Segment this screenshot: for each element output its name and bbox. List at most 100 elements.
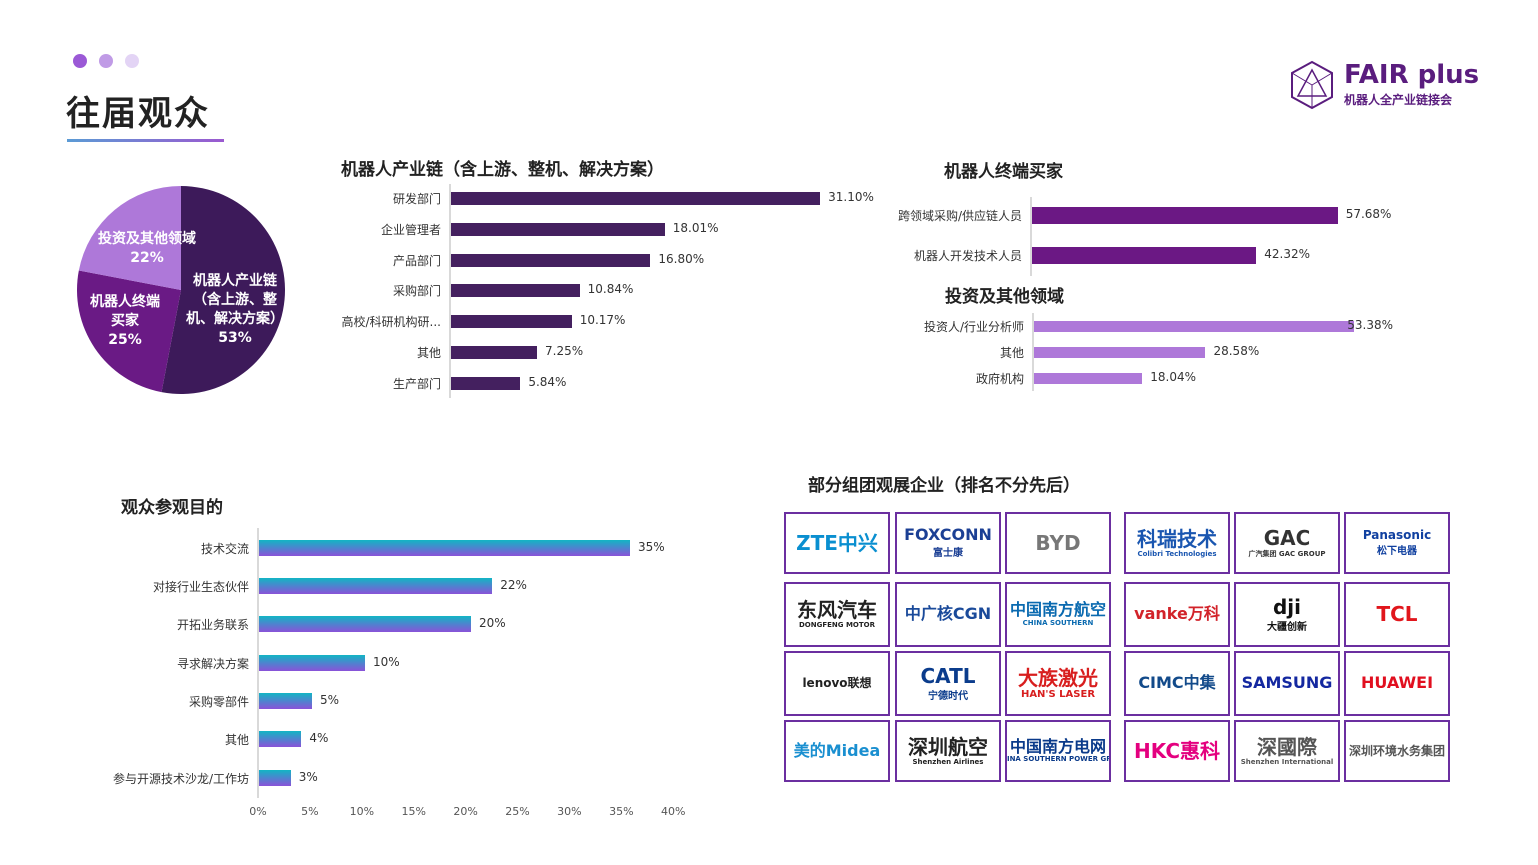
company-name: 科瑞技术 — [1137, 526, 1217, 551]
purpose-x-tick: 20% — [453, 805, 478, 818]
purpose-category-label: 寻求解决方案 — [176, 657, 249, 671]
chain-category-label: 生产部门 — [392, 377, 441, 391]
purpose-bar — [259, 693, 312, 709]
company-subname: HAN'S LASER — [1020, 688, 1096, 700]
purpose-value-label: 5% — [320, 693, 340, 707]
company-name: 大族激光 — [1018, 665, 1098, 690]
purpose-bar — [259, 578, 493, 594]
invest-axis — [1032, 313, 1034, 391]
invest-value-label: 53.38% — [1347, 318, 1394, 332]
invest-value-label: 28.58% — [1213, 344, 1260, 358]
purpose-category-label: 对接行业生态伙伴 — [152, 580, 249, 594]
chain-value-label: 5.84% — [528, 375, 567, 389]
decor-dot-1 — [73, 54, 87, 68]
company-name: lenovo联想 — [802, 676, 872, 691]
buyer-chart-title: 机器人终端买家 — [944, 162, 1063, 182]
chain-value-label: 10.84% — [587, 282, 634, 296]
purpose-value-label: 3% — [298, 770, 318, 784]
purpose-category-label: 其他 — [224, 733, 249, 747]
invest-bar — [1034, 320, 1355, 332]
company-name: vanke万科 — [1134, 604, 1220, 624]
company-subname: 宁德时代 — [928, 690, 968, 702]
invest-bar — [1034, 346, 1206, 358]
companies-title: 部分组团观展企业（排名不分先后） — [808, 476, 1080, 496]
pie-label-value: 25% — [108, 332, 142, 348]
purpose-bar — [259, 770, 291, 786]
purpose-bar — [259, 655, 365, 671]
company-name: 深圳环境水务集团 — [1348, 743, 1445, 758]
company-name: SAMSUNG — [1241, 673, 1333, 693]
brand-name: FAIR plus — [1344, 60, 1480, 90]
company-name: 中广核CGN — [904, 604, 992, 624]
pie-slice-label: 投资及其他领域 22% — [98, 230, 196, 268]
invest-value-label: 18.04% — [1150, 370, 1196, 384]
company-logo: Panasonic 松下电器 — [1344, 512, 1450, 574]
company-logo: 中广核CGN — [895, 582, 1001, 647]
invest-category-label: 政府机构 — [975, 372, 1024, 386]
company-name: BYD — [1035, 530, 1081, 555]
company-name: 东风汽车 — [797, 598, 877, 622]
company-logo: dji 大疆创新 — [1234, 582, 1340, 647]
invest-chart-title: 投资及其他领域 — [945, 287, 1064, 307]
purpose-bar — [259, 731, 302, 747]
company-logo: 深圳航空 Shenzhen Airlines — [895, 720, 1001, 782]
purpose-x-tick: 15% — [401, 805, 426, 818]
buyer-value-label: 57.68% — [1345, 207, 1392, 221]
company-logo: vanke万科 — [1124, 582, 1230, 647]
company-subname: 富士康 — [933, 547, 963, 559]
purpose-x-tick: 30% — [557, 805, 582, 818]
brand-logo — [1289, 60, 1335, 114]
company-logo: 中国南方电网CHINA SOUTHERN POWER GRID — [1005, 720, 1111, 782]
pie-slice-label: 机器人产业链 （含上游、整 机、解决方案） 53% — [186, 272, 284, 348]
chain-chart-title: 机器人产业链（含上游、整机、解决方案） — [341, 160, 664, 180]
buyer-value-label: 42.32% — [1264, 247, 1311, 261]
purpose-value-label: 20% — [479, 616, 506, 630]
company-name: HUAWEI — [1360, 673, 1434, 693]
decor-dot-2 — [99, 54, 113, 68]
company-logo: HKC惠科 — [1124, 720, 1230, 782]
purpose-x-tick: 0% — [249, 805, 267, 818]
chain-bar — [451, 345, 538, 359]
purpose-bar — [259, 616, 471, 632]
decor-dot-3 — [125, 54, 139, 68]
company-logo: 科瑞技术 Colibri Technologies — [1124, 512, 1230, 574]
chain-category-label: 企业管理者 — [380, 223, 441, 237]
buyer-bar — [1032, 246, 1257, 264]
chain-bar — [451, 253, 651, 267]
chain-bar — [451, 222, 665, 236]
chain-bar — [451, 376, 521, 390]
chain-category-label: 产品部门 — [392, 254, 441, 268]
brand-subtitle: 机器人全产业链接会 — [1344, 93, 1453, 107]
company-name: HKC惠科 — [1133, 738, 1220, 763]
company-logo: 美的Midea — [784, 720, 890, 782]
company-subname: 松下电器 — [1377, 545, 1417, 557]
company-logo: BYD — [1005, 512, 1111, 574]
chain-axis — [449, 184, 451, 398]
pie-label-value: 53% — [218, 330, 252, 346]
audience-pie-chart — [76, 186, 286, 394]
pie-slice-label: 机器人终端 买家 25% — [90, 293, 160, 350]
company-name: GAC — [1263, 525, 1311, 550]
company-subname: DONGFENG MOTOR — [798, 621, 875, 629]
brand-logo-icon — [1291, 60, 1333, 110]
company-name: CIMC中集 — [1138, 673, 1216, 693]
pie-label-value: 22% — [130, 250, 164, 266]
purpose-category-label: 技术交流 — [200, 542, 249, 556]
purpose-category-label: 开拓业务联系 — [176, 618, 249, 632]
purpose-x-tick: 10% — [349, 805, 375, 818]
chain-value-label: 31.10% — [828, 190, 874, 204]
pie-label-line: 买家 — [111, 313, 139, 329]
invest-category-label: 投资人/行业分析师 — [923, 320, 1024, 334]
page-title: 往届观众 — [66, 94, 210, 134]
pie-label-line: （含上游、整 — [193, 292, 277, 308]
pie-label-line: 机、解决方案） — [186, 311, 284, 327]
company-name: 美的Midea — [793, 740, 881, 760]
chain-value-label: 16.80% — [658, 252, 705, 266]
purpose-x-tick: 25% — [505, 805, 530, 818]
chain-category-label: 其他 — [416, 346, 441, 360]
company-subname: Colibri Technologies — [1137, 549, 1217, 558]
company-logo: CATL 宁德时代 — [895, 651, 1001, 716]
chain-bar — [451, 283, 580, 297]
company-logo: CIMC中集 — [1124, 651, 1230, 716]
purpose-category-label: 参与开源技术沙龙/工作坊 — [112, 772, 249, 786]
